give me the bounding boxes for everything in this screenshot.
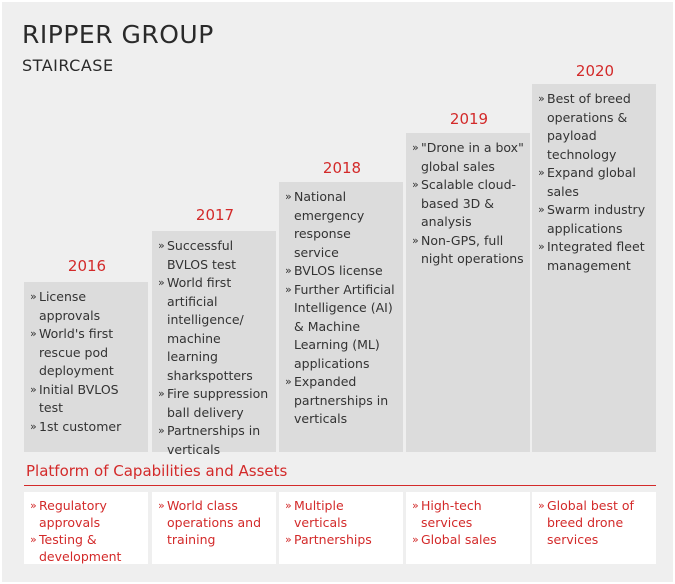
platform-divider — [24, 485, 656, 486]
list-item: Testing & development — [30, 531, 144, 565]
platform-title: Platform of Capabilities and Assets — [26, 462, 288, 480]
list-item: Partnerships in verticals — [158, 422, 272, 459]
platform-box-5: Global best of breed drone services — [532, 492, 656, 564]
page-title: RIPPER GROUP — [22, 20, 214, 49]
platform-list-5: Global best of breed drone services — [538, 497, 652, 548]
platform-list-1: Regulatory approvals Testing & developme… — [30, 497, 144, 565]
step-2019: "Drone in a box" global sales Scalable c… — [406, 133, 530, 452]
list-item: BVLOS license — [285, 262, 399, 281]
year-label-2019: 2019 — [449, 110, 489, 128]
step-2017: Successful BVLOS test World first artifi… — [152, 231, 276, 457]
page-subtitle: STAIRCASE — [22, 56, 114, 75]
year-label-2016: 2016 — [67, 257, 107, 275]
year-label-2018: 2018 — [322, 159, 362, 177]
step-2020-list: Best of breed operations & payload techn… — [538, 90, 652, 275]
list-item: Initial BVLOS test — [30, 381, 144, 418]
list-item: Expanded partnerships in verticals — [285, 373, 399, 429]
list-item: Integrated fleet management — [538, 238, 652, 275]
list-item: Non-GPS, full night operations — [412, 232, 526, 269]
platform-list-2: World class operations and training — [158, 497, 272, 548]
list-item: License approvals — [30, 288, 144, 325]
list-item: Expand global sales — [538, 164, 652, 201]
list-item: Successful BVLOS test — [158, 237, 272, 274]
list-item: World class operations and training — [158, 497, 272, 548]
platform-box-3: Multiple verticals Partnerships — [279, 492, 403, 564]
platform-box-1: Regulatory approvals Testing & developme… — [24, 492, 148, 564]
step-2016-list: License approvals World's first rescue p… — [30, 288, 144, 436]
list-item: Global sales — [412, 531, 526, 548]
step-2018: National emergency response service BVLO… — [279, 182, 403, 452]
list-item: Fire suppression ball delivery — [158, 385, 272, 422]
step-2019-list: "Drone in a box" global sales Scalable c… — [412, 139, 526, 269]
list-item: High-tech services — [412, 497, 526, 531]
year-label-2020: 2020 — [575, 62, 615, 80]
step-2018-list: National emergency response service BVLO… — [285, 188, 399, 429]
platform-list-3: Multiple verticals Partnerships — [285, 497, 399, 548]
list-item: Global best of breed drone services — [538, 497, 652, 548]
list-item: World first artificial intelligence/ mac… — [158, 274, 272, 385]
list-item: "Drone in a box" global sales — [412, 139, 526, 176]
list-item: Best of breed operations & payload techn… — [538, 90, 652, 164]
list-item: Scalable cloud-based 3D & analysis — [412, 176, 526, 232]
list-item: Regulatory approvals — [30, 497, 144, 531]
list-item: 1st customer — [30, 418, 144, 437]
list-item: National emergency response service — [285, 188, 399, 262]
platform-box-2: World class operations and training — [152, 492, 276, 564]
list-item: Partnerships — [285, 531, 399, 548]
step-2020: Best of breed operations & payload techn… — [532, 84, 656, 452]
platform-box-4: High-tech services Global sales — [406, 492, 530, 564]
step-2017-list: Successful BVLOS test World first artifi… — [158, 237, 272, 459]
list-item: Swarm industry applications — [538, 201, 652, 238]
year-label-2017: 2017 — [195, 206, 235, 224]
list-item: Further Artificial Intelligence (AI) & M… — [285, 281, 399, 374]
platform-list-4: High-tech services Global sales — [412, 497, 526, 548]
list-item: World's first rescue pod deployment — [30, 325, 144, 381]
step-2016: License approvals World's first rescue p… — [24, 282, 148, 452]
list-item: Multiple verticals — [285, 497, 399, 531]
